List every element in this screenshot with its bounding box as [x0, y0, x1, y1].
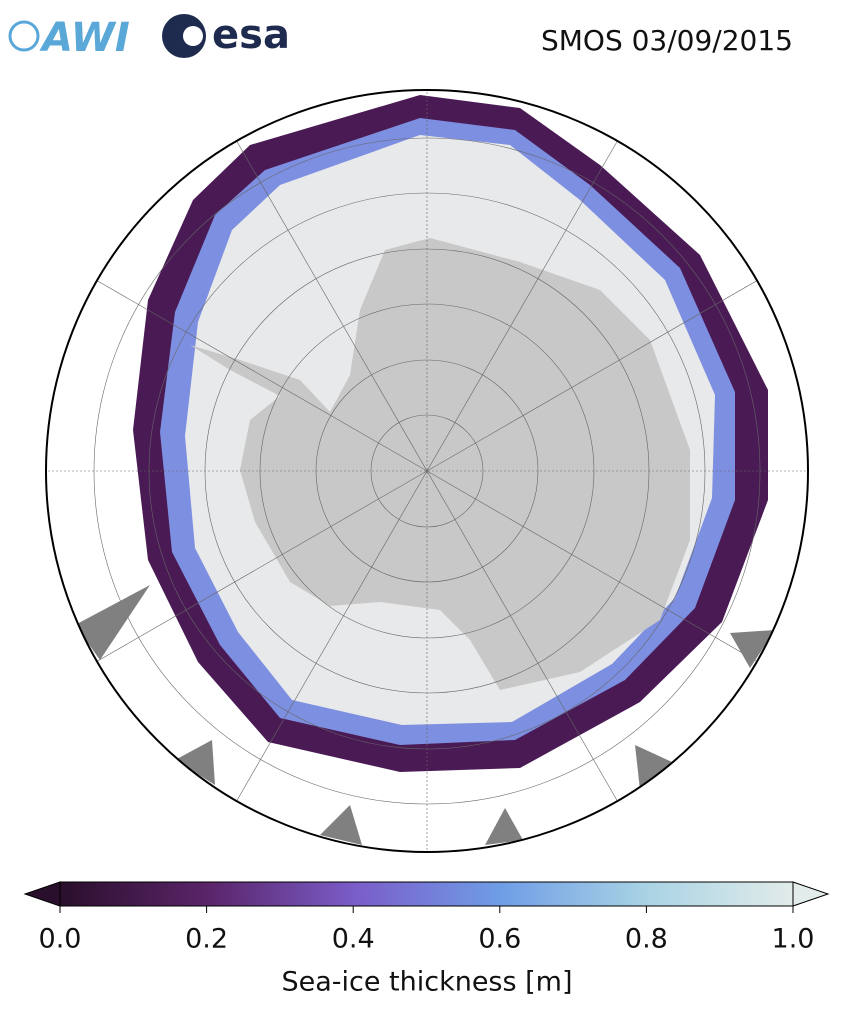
esa-text: esa — [212, 12, 290, 58]
tick-label: 0.8 — [625, 924, 668, 955]
tick-label: 0.2 — [185, 924, 228, 955]
tick-label: 0.6 — [478, 924, 521, 955]
colorbar-label: Sea-ice thickness [m] — [281, 967, 572, 998]
colorbar: 0.0 0.2 0.4 0.6 0.8 1.0 — [23, 881, 830, 955]
title: SMOS 03/09/2015 — [541, 24, 793, 57]
tick-label: 0.4 — [332, 924, 375, 955]
colorbar-extend-high — [792, 881, 830, 907]
colorbar-extend-low — [23, 881, 61, 907]
tick-label: 0.0 — [39, 924, 82, 955]
map-frame — [45, 89, 809, 853]
map — [46, 90, 808, 852]
tick-label: 1.0 — [772, 924, 815, 955]
landmasses — [75, 585, 775, 845]
colorbar-body — [59, 881, 794, 907]
esa-logo: esa — [162, 12, 290, 58]
graticule — [46, 90, 808, 852]
antarctica — [190, 238, 690, 690]
awi-text: AWI — [39, 15, 130, 61]
awi-logo: AWI — [8, 15, 130, 61]
